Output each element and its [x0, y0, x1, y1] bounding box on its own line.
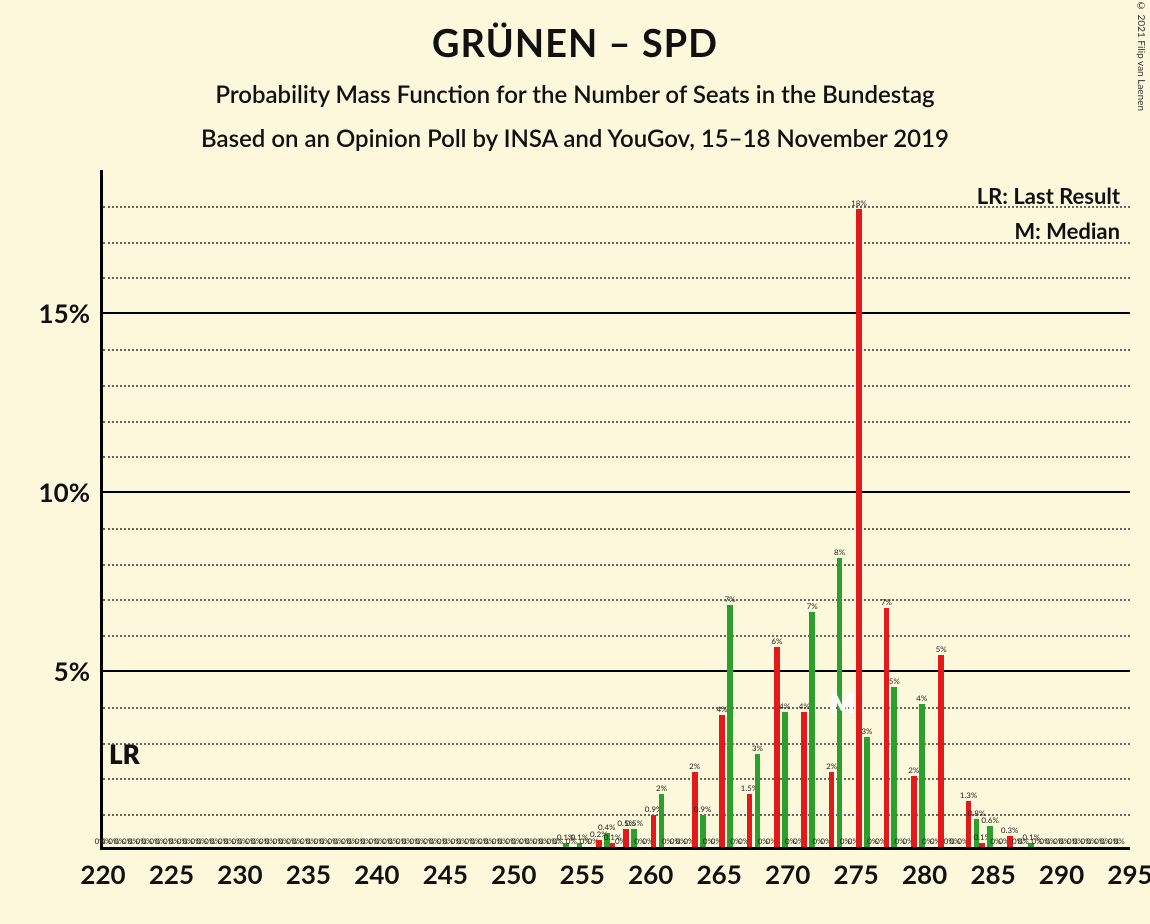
bar-label-green: 3% [861, 726, 872, 736]
median-marker: M [830, 687, 855, 719]
bar-label-green: 4% [916, 693, 927, 703]
bar-red: 2% [911, 776, 917, 847]
bar-red: 4% [801, 712, 807, 847]
bar-green: 3% [864, 737, 870, 847]
bar-label-green: 7% [807, 601, 818, 611]
bar-label-green: 8% [834, 547, 845, 557]
grid-minor [103, 635, 1130, 637]
bar-red: 0.5% [623, 829, 629, 847]
grid-minor [103, 421, 1130, 423]
grid-minor [103, 528, 1130, 530]
bar-red: 18% [856, 209, 862, 847]
x-tick-label: 265 [697, 858, 742, 890]
bar-label-red: 2% [908, 765, 919, 775]
x-tick-label: 270 [765, 858, 810, 890]
chart-subtitle-1: Probability Mass Function for the Number… [0, 80, 1150, 109]
x-tick-label: 275 [834, 858, 879, 890]
bar-label-green: 3% [752, 743, 763, 753]
bar-red: 5% [938, 655, 944, 847]
grid-major [103, 670, 1130, 672]
y-tick-label: 15% [39, 297, 90, 329]
bar-label-red: 6% [771, 636, 782, 646]
x-tick-label: 260 [628, 858, 673, 890]
grid-minor [103, 242, 1130, 244]
legend-lr: LR: Last Result [977, 178, 1120, 213]
bar-green: 4% [919, 704, 925, 847]
y-tick-label: 5% [54, 655, 90, 687]
grid-major [103, 491, 1130, 493]
bar-red: 0.9% [651, 815, 657, 847]
bar-label-red: 5% [936, 644, 947, 654]
bar-label-red: 1.3% [960, 790, 978, 800]
grid-minor [103, 707, 1130, 709]
bar-label-green: 0.4% [598, 822, 616, 832]
bar-red: 1.5% [747, 794, 753, 847]
bar-green: 4% [782, 712, 788, 847]
bar-green: 7% [809, 612, 815, 847]
bar-red: 4% [719, 715, 725, 847]
bar-label-green: 2% [656, 783, 667, 793]
bar-label-red: 2% [689, 761, 700, 771]
x-tick-label: 280 [902, 858, 947, 890]
grid-minor [103, 564, 1130, 566]
legend: LR: Last Result M: Median [977, 178, 1120, 248]
grid-minor [103, 277, 1130, 279]
y-axis-line [100, 170, 103, 850]
bar-red: 2% [829, 772, 835, 847]
grid-minor [103, 778, 1130, 780]
x-tick-label: 295 [1107, 858, 1150, 890]
plot-area: LR: Last Result M: Median 5%10%15%220225… [100, 170, 1130, 850]
bar-label-red: 4% [717, 704, 728, 714]
chart-subtitle-2: Based on an Opinion Poll by INSA and You… [0, 124, 1150, 153]
x-tick-label: 255 [560, 858, 605, 890]
bar-label-green: 5% [889, 676, 900, 686]
chart-container: © 2021 Filip van Laenen GRÜNEN – SPD Pro… [0, 0, 1150, 924]
bar-green: 8% [837, 558, 843, 847]
grid-minor [103, 743, 1130, 745]
lr-marker: LR [109, 738, 140, 770]
x-tick-label: 235 [286, 858, 331, 890]
grid-minor [103, 349, 1130, 351]
x-tick-label: 250 [491, 858, 536, 890]
grid-major [103, 312, 1130, 314]
bar-label-green: 0.6% [981, 815, 999, 825]
grid-minor [103, 456, 1130, 458]
x-tick-label: 245 [423, 858, 468, 890]
x-tick-label: 290 [1039, 858, 1084, 890]
x-tick-label: 230 [217, 858, 262, 890]
x-tick-label: 225 [149, 858, 194, 890]
bar-label-red: 2% [826, 761, 837, 771]
bar-label-green: 0.5% [625, 818, 643, 828]
bar-green: 3% [755, 754, 761, 847]
x-tick-label: 285 [970, 858, 1015, 890]
bar-green: 5% [891, 687, 897, 847]
bar-label-red: 0.3% [1001, 825, 1019, 835]
bar-label-green: 0.9% [694, 804, 712, 814]
bar-red: 6% [774, 647, 780, 847]
bar-label-red: 0% [1114, 836, 1125, 846]
bar-green: 7% [727, 605, 733, 847]
grid-minor [103, 206, 1130, 208]
chart-title: GRÜNEN – SPD [0, 20, 1150, 66]
bar-label-green: 7% [724, 594, 735, 604]
x-tick-label: 240 [354, 858, 399, 890]
bar-label-red: 18% [851, 198, 867, 208]
grid-minor [103, 385, 1130, 387]
bar-red: 0.1% [979, 843, 985, 847]
bar-label-green: 4% [779, 701, 790, 711]
bar-red: 0.2% [596, 840, 602, 847]
x-tick-label: 220 [80, 858, 125, 890]
bar-label-red: 7% [881, 597, 892, 607]
y-tick-label: 10% [39, 476, 90, 508]
bar-red: 7% [884, 608, 890, 847]
x-axis-line [100, 847, 1130, 850]
bar-label-red: 4% [799, 701, 810, 711]
grid-minor [103, 599, 1130, 601]
